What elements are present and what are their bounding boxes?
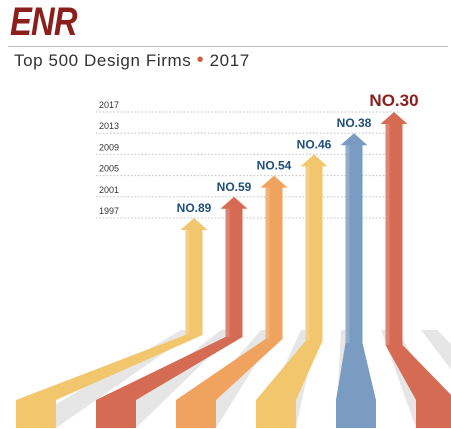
y-tick-label: 2013 (99, 121, 119, 131)
bar-2005 (176, 175, 288, 428)
value-label: NO.89 (177, 201, 212, 215)
floor-stripe (421, 330, 451, 370)
bar-highlight (345, 145, 350, 343)
bar-2009 (256, 154, 328, 428)
value-label: NO.30 (369, 91, 418, 110)
enr-logo: ENR (10, 0, 78, 44)
bar-1997 (16, 218, 208, 428)
bar-2017 (380, 112, 451, 428)
value-label: NO.59 (217, 180, 252, 194)
bar-highlight (305, 166, 310, 341)
y-tick-label: 2001 (99, 185, 119, 195)
title-separator-dot: • (196, 49, 205, 71)
title-text: Top 500 Design Firms (14, 51, 192, 70)
title-year: 2017 (209, 51, 250, 70)
value-label: NO.54 (257, 159, 292, 173)
y-tick-label: 1997 (99, 206, 119, 216)
y-tick-label: 2005 (99, 164, 119, 174)
bar-highlight (225, 208, 230, 337)
bar-highlight (265, 187, 270, 339)
bar-2013 (336, 133, 376, 428)
y-tick-label: 2017 (99, 100, 119, 110)
bar-highlight (185, 230, 190, 335)
header-rule (8, 46, 448, 47)
value-label: NO.46 (297, 137, 332, 151)
y-tick-label: 2009 (99, 142, 119, 152)
bar-highlight (385, 124, 390, 345)
value-label: NO.38 (337, 116, 372, 130)
bar-2001 (96, 196, 248, 428)
chart-title: Top 500 Design Firms • 2017 (14, 49, 250, 72)
